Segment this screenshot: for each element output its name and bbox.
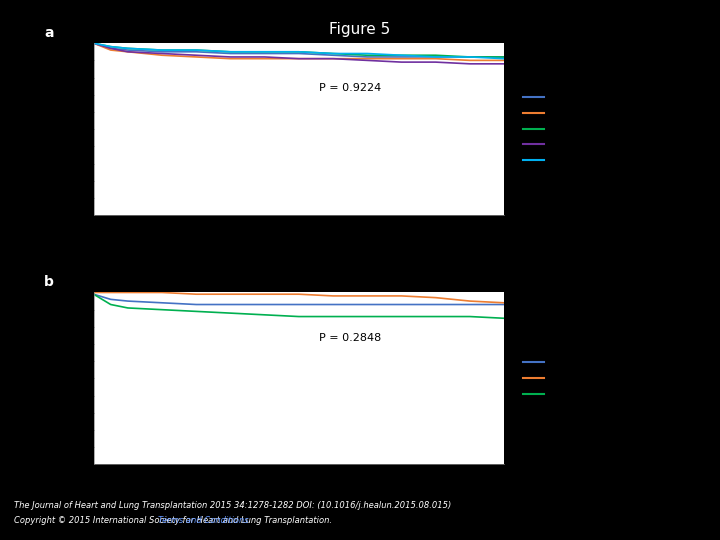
Text: P = 0.2848: P = 0.2848: [320, 333, 382, 342]
Text: The Journal of Heart and Lung Transplantation 2015 34:1278-1282 DOI: (10.1016/j.: The Journal of Heart and Lung Transplant…: [14, 501, 451, 510]
Text: b: b: [45, 275, 54, 289]
Y-axis label: Survival (%): Survival (%): [55, 349, 65, 408]
Y-axis label: Survival (%): Survival (%): [55, 99, 65, 159]
Legend: <18 years (N=21), 18-39 years (N=21), 40-49 years (N=60), 50-59 years (N=71), 60: <18 years (N=21), 18-39 years (N=21), 40…: [523, 93, 631, 165]
Text: P = 0.9224: P = 0.9224: [320, 83, 382, 93]
Text: a: a: [45, 26, 54, 40]
X-axis label: Months post-transplant: Months post-transplant: [242, 235, 356, 246]
Text: Terms and Conditions: Terms and Conditions: [158, 516, 249, 525]
X-axis label: Months post-transplant: Months post-transplant: [242, 485, 356, 495]
Text: Copyright © 2015 International Society for Heart and Lung Transplantation.: Copyright © 2015 International Society f…: [14, 516, 335, 525]
Text: Figure 5: Figure 5: [329, 22, 391, 37]
Legend: Anoxia (N=72), Cerebrovascular/stroke (N=88), Head trauma (N=72): Anoxia (N=72), Cerebrovascular/stroke (N…: [523, 358, 680, 399]
